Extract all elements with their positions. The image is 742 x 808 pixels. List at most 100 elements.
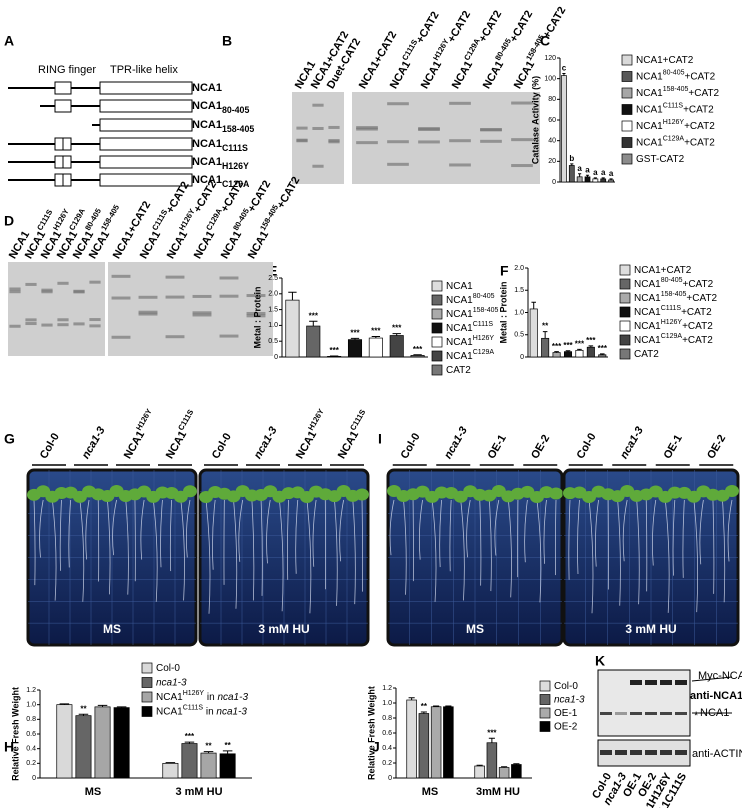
legend-label-part: 80-405 — [473, 293, 495, 300]
root — [418, 499, 423, 560]
bar — [113, 707, 130, 779]
root — [588, 499, 594, 614]
gel-band — [192, 313, 212, 317]
lane-label-part: NCA1 — [165, 229, 190, 261]
error-bar — [600, 353, 605, 355]
y-tick-label: 80 — [548, 96, 556, 103]
significance-label: *** — [392, 324, 402, 333]
root — [577, 499, 580, 575]
error-bar — [476, 764, 483, 766]
root — [212, 499, 216, 570]
error-bar — [420, 711, 427, 714]
legend-label-part: NCA1 — [634, 293, 661, 304]
root — [51, 499, 57, 601]
legend-label: NCA180-405 — [446, 293, 495, 305]
legend-label-part: OE-2 — [554, 721, 578, 732]
root — [568, 499, 571, 580]
y-axis-label: Metal : Protein — [252, 286, 262, 348]
panel-label: A — [4, 33, 14, 49]
blot-band — [675, 680, 687, 685]
column-label: Col-0 — [38, 431, 62, 461]
legend-label-part: C111S — [473, 321, 494, 328]
y-tick-label: 0.6 — [382, 730, 392, 737]
lane-label-part: +CAT2 — [445, 9, 473, 45]
legend-label: NCA1H126Y+CAT2 — [636, 119, 715, 131]
significance-label: *** — [586, 336, 596, 345]
gel-band — [296, 126, 308, 130]
gel-band — [418, 127, 440, 131]
legend-label-part: NCA1 — [636, 121, 663, 132]
blot-band — [645, 750, 657, 755]
construct-label: NCA1C111S — [192, 138, 248, 153]
gel — [108, 262, 273, 356]
root — [636, 499, 640, 605]
bar — [219, 753, 236, 779]
gel-band — [356, 126, 378, 130]
root — [334, 499, 338, 606]
legend-swatch — [619, 348, 631, 360]
bar — [561, 75, 567, 183]
legend-label-part: NCA1 — [636, 88, 663, 99]
significance-label: a — [585, 165, 590, 174]
legend-label: NCA1158-405 — [446, 307, 498, 319]
gel-band — [387, 102, 409, 106]
legend-label-part: 80-405 — [663, 70, 685, 77]
column-label-part: Col-0 — [574, 431, 598, 461]
significance-label: a — [593, 168, 598, 177]
x-tick-label: 3 mM HU — [175, 786, 222, 798]
legend-label-part: CAT2 — [634, 349, 659, 360]
column-label-part: C111S — [176, 408, 195, 432]
significance-label: *** — [329, 346, 339, 355]
y-axis-label: Relative Fresh Weight — [366, 686, 376, 780]
root — [431, 499, 437, 602]
root — [403, 499, 407, 595]
significance-label: b — [569, 154, 574, 163]
error-bar — [488, 737, 495, 743]
root — [205, 499, 211, 614]
significance-label: a — [609, 169, 614, 178]
legend-label-part: NCA1 — [636, 104, 663, 115]
blot-band — [660, 680, 672, 685]
lane-label-part: +CAT2 — [541, 5, 569, 41]
legend-label: NCA1C111S — [446, 321, 493, 333]
gel-band — [73, 290, 85, 294]
y-tick-label: 1.0 — [382, 700, 392, 707]
panel-label: D — [4, 213, 14, 229]
blot-band — [675, 712, 687, 715]
column-label-part: OE-1 — [661, 433, 684, 461]
bar — [94, 706, 111, 779]
column-label-part: C111S — [348, 408, 367, 432]
legend-swatch — [141, 691, 153, 703]
blot-band — [600, 712, 612, 715]
legend-label-part: nca1-3 — [554, 694, 585, 705]
significance-label: a — [601, 168, 606, 177]
gel-band — [480, 139, 502, 143]
root — [494, 499, 500, 556]
construct-label-part: H126Y — [222, 161, 249, 171]
gel-band — [449, 163, 471, 167]
blot-band — [645, 712, 657, 715]
bar — [162, 762, 179, 779]
blot-band — [630, 680, 642, 685]
y-tick-label: 100 — [544, 76, 556, 83]
y-tick-label: 0.4 — [382, 745, 392, 752]
legend-label-part: C129A — [663, 136, 685, 143]
legend-label-part: NCA1 — [634, 335, 661, 346]
legend-label-part: H126Y — [473, 335, 495, 342]
significance-label: c — [562, 64, 567, 73]
lane-label-part: +CAT2 — [414, 10, 442, 46]
legend-swatch — [431, 350, 443, 362]
column-label-part: H126Y — [306, 407, 326, 432]
column-label: Col-0 — [210, 431, 234, 461]
legend-swatch — [539, 707, 551, 719]
column-label: NCA1H126Y — [291, 407, 331, 461]
legend-label: CAT2 — [446, 365, 471, 376]
root — [352, 499, 356, 605]
legend-label-part: GST-CAT2 — [636, 154, 685, 165]
legend-label-part: nca1-3 — [217, 692, 248, 703]
root — [112, 499, 117, 556]
blot-band — [660, 750, 672, 755]
gel-band — [89, 324, 101, 328]
significance-label: ** — [205, 742, 212, 751]
antibody-label: anti-NCA1 — [690, 690, 742, 702]
